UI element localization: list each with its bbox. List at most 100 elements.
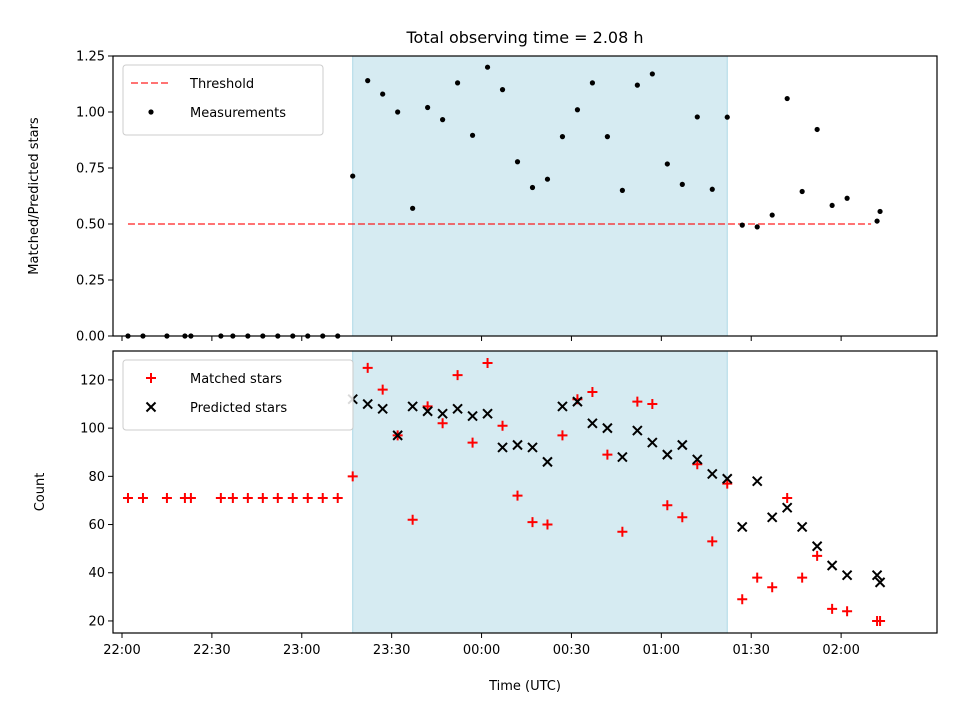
- data-point: [362, 398, 373, 410]
- x-tick-label: 23:30: [373, 643, 410, 658]
- data-point: [874, 218, 880, 224]
- data-point: [380, 91, 386, 97]
- data-point: [257, 493, 268, 504]
- data-point: [602, 422, 613, 434]
- data-point: [707, 468, 718, 480]
- data-point: [679, 181, 685, 187]
- data-point: [797, 572, 808, 583]
- data-point: [692, 454, 703, 465]
- legend: Matched stars Predicted stars: [122, 359, 354, 431]
- data-point: [767, 582, 778, 593]
- legend-box: [122, 64, 324, 136]
- data-point: [410, 205, 416, 211]
- data-point: [587, 418, 598, 429]
- data-point: [829, 202, 835, 209]
- data-point: [647, 437, 658, 448]
- data-point: [272, 493, 283, 504]
- data-point: [227, 493, 238, 504]
- data-point: [467, 437, 478, 448]
- data-point: [662, 500, 673, 511]
- data-point: [497, 420, 508, 431]
- data-point: [437, 408, 448, 419]
- data-point: [185, 493, 196, 504]
- data-point: [844, 195, 850, 201]
- data-point: [422, 406, 433, 417]
- data-point: [826, 560, 838, 571]
- data-point: [469, 132, 476, 138]
- data-point: [454, 80, 461, 86]
- data-point: [499, 87, 506, 93]
- data-point: [739, 222, 745, 228]
- y-tick-label: 0.50: [76, 218, 105, 233]
- y-tick-label: 0.25: [76, 274, 105, 289]
- data-point: [796, 521, 808, 533]
- data-point: [512, 490, 523, 501]
- data-point: [766, 512, 778, 523]
- data-point: [137, 493, 148, 504]
- data-point: [242, 493, 253, 504]
- data-point: [407, 514, 418, 525]
- data-point: [482, 408, 493, 419]
- x-tick-label: 00:30: [553, 643, 590, 658]
- data-point: [632, 425, 643, 436]
- x-tick-label: 23:00: [283, 643, 320, 658]
- data-point: [362, 362, 373, 373]
- data-point: [350, 173, 356, 179]
- data-point: [875, 615, 886, 626]
- y-axis-label: Count: [33, 473, 48, 512]
- x-tick-label: 01:30: [732, 643, 769, 658]
- legend-box: [122, 359, 354, 431]
- data-point: [589, 80, 596, 86]
- data-point: [440, 117, 446, 123]
- data-point: [332, 493, 343, 504]
- data-point: [677, 439, 688, 451]
- data-point: [634, 82, 640, 88]
- y-tick-label: 1.00: [76, 106, 105, 121]
- plot-frame: [112, 350, 938, 634]
- data-point: [617, 526, 628, 537]
- data-point: [407, 401, 418, 412]
- data-point: [542, 519, 553, 530]
- data-point: [842, 606, 853, 617]
- data-point: [874, 577, 886, 588]
- data-point: [557, 430, 568, 441]
- data-point: [122, 493, 133, 504]
- data-point: [617, 451, 628, 463]
- legend-marker: [146, 373, 156, 383]
- data-point: [512, 439, 523, 451]
- data-point: [452, 403, 463, 415]
- y-tick-label: 0.00: [76, 330, 105, 345]
- panel-1: 0.00 0.25 0.50 0.75 1.00 1.25 Matched/Predicte…: [27, 28, 938, 345]
- data-point: [752, 475, 763, 487]
- data-point: [482, 358, 493, 369]
- data-point: [664, 161, 670, 167]
- y-tick-label: 1.25: [76, 50, 105, 65]
- y-tick-label: 60: [88, 518, 105, 533]
- data-point: [632, 396, 643, 407]
- data-point: [452, 370, 463, 381]
- data-point: [769, 212, 775, 218]
- legend-label: Measurements: [190, 106, 286, 121]
- y-tick-label: 20: [88, 614, 105, 629]
- data-point: [514, 159, 521, 165]
- y-tick-label: 80: [88, 470, 105, 485]
- y-tick-label: 100: [80, 422, 105, 437]
- data-point: [544, 176, 551, 182]
- data-point: [754, 224, 760, 230]
- data-point: [737, 521, 748, 533]
- plot-frame: [112, 55, 938, 337]
- data-point: [737, 594, 748, 605]
- data-point: [302, 493, 313, 504]
- data-point: [347, 471, 358, 482]
- data-point: [662, 449, 673, 460]
- data-point: [877, 208, 883, 215]
- data-point: [722, 473, 733, 484]
- data-point: [602, 449, 613, 460]
- x-tick-label: 00:00: [463, 643, 500, 658]
- data-point: [572, 396, 583, 407]
- data-point: [587, 386, 598, 397]
- data-point: [559, 134, 566, 140]
- data-point: [692, 459, 703, 470]
- data-point: [574, 107, 581, 113]
